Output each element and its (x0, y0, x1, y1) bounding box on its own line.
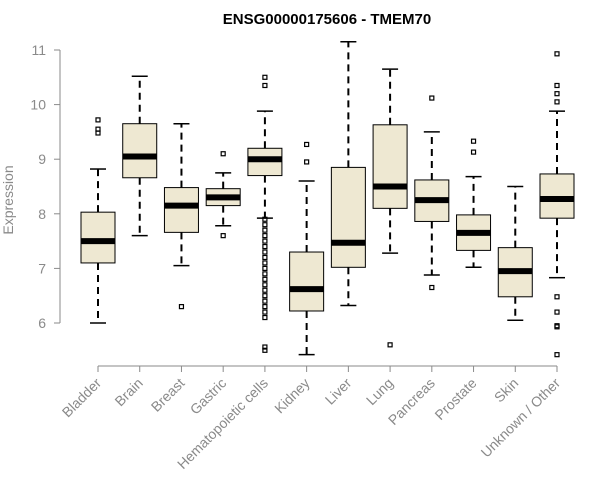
box-group (539, 51, 575, 358)
box-group (122, 75, 158, 237)
outlier-point (554, 99, 560, 105)
y-tick-label: 9 (38, 151, 46, 167)
x-tick-label: Liver (322, 375, 355, 408)
outlier-point (262, 222, 268, 228)
iqr-box (289, 251, 325, 312)
outlier-point (262, 82, 268, 89)
outlier-point (178, 304, 185, 310)
box-group (289, 141, 325, 356)
x-tick-label: Unknown / Other (478, 375, 564, 461)
outlier-point (262, 304, 268, 310)
outlier-point (262, 254, 268, 261)
outlier-point (262, 293, 268, 299)
iqr-box (539, 173, 575, 219)
outlier-point (470, 149, 477, 155)
x-tick-label: Bladder (59, 375, 105, 421)
outlier-point (262, 265, 268, 271)
outlier-point (262, 260, 268, 266)
x-tick-label: Breast (148, 375, 188, 415)
outlier-point (554, 91, 560, 97)
y-tick-label: 10 (30, 97, 46, 113)
outlier-point (95, 126, 101, 132)
outlier-point (470, 138, 477, 144)
outlier-point (262, 298, 268, 304)
box-group (163, 122, 199, 310)
outlier-point (554, 82, 560, 89)
box-group (330, 41, 366, 307)
outlier-point (262, 344, 268, 350)
iqr-box (80, 211, 116, 264)
outlier-point (262, 276, 268, 282)
outlier-point (95, 117, 101, 123)
chart-title: ENSG00000175606 - TMEM70 (223, 11, 431, 28)
outlier-point (554, 294, 560, 300)
outlier-point (554, 323, 560, 329)
outlier-point (304, 141, 310, 148)
x-tick-label: Brain (111, 375, 145, 409)
box-group (372, 68, 408, 348)
box-group (247, 74, 283, 353)
y-axis: 6 7 8 9 10 11 (30, 42, 61, 331)
x-tick-label: Kidney (271, 375, 313, 417)
outlier-point (262, 314, 268, 321)
outlier-point (387, 342, 393, 348)
outlier-point (554, 309, 560, 315)
plot-area (80, 41, 575, 358)
outlier-point (304, 159, 310, 165)
outlier-point (220, 233, 226, 239)
iqr-box (330, 166, 366, 268)
outlier-point (262, 271, 268, 277)
x-tick-label: Lung (363, 375, 396, 408)
x-tick-label: Skin (491, 375, 522, 406)
outlier-point (220, 151, 226, 157)
y-tick-label: 11 (31, 42, 46, 58)
outlier-point (262, 282, 268, 288)
box-group (456, 138, 492, 269)
outlier-point (554, 51, 560, 57)
box-group (414, 95, 450, 291)
x-tick-label: Prostate (431, 375, 479, 423)
iqr-box (163, 187, 199, 233)
outlier-point (554, 352, 560, 358)
y-axis-label: Expression (0, 165, 16, 234)
outlier-point (262, 287, 268, 293)
outlier-point (262, 309, 268, 315)
outlier-point (262, 233, 268, 239)
iqr-box (122, 123, 158, 179)
y-tick-label: 8 (38, 206, 46, 222)
box-group (497, 185, 533, 322)
y-tick-label: 6 (38, 315, 46, 331)
outlier-point (262, 227, 268, 233)
box-group (80, 117, 116, 324)
outlier-point (262, 238, 268, 244)
outlier-point (429, 95, 435, 101)
outlier-point (262, 347, 268, 353)
outlier-point (262, 74, 268, 80)
iqr-box (372, 124, 408, 209)
outlier-point (262, 249, 268, 255)
outlier-point (429, 284, 435, 291)
box-group (205, 151, 241, 239)
outlier-point (262, 216, 268, 222)
y-tick-label: 7 (38, 260, 46, 276)
outlier-point (262, 243, 268, 250)
